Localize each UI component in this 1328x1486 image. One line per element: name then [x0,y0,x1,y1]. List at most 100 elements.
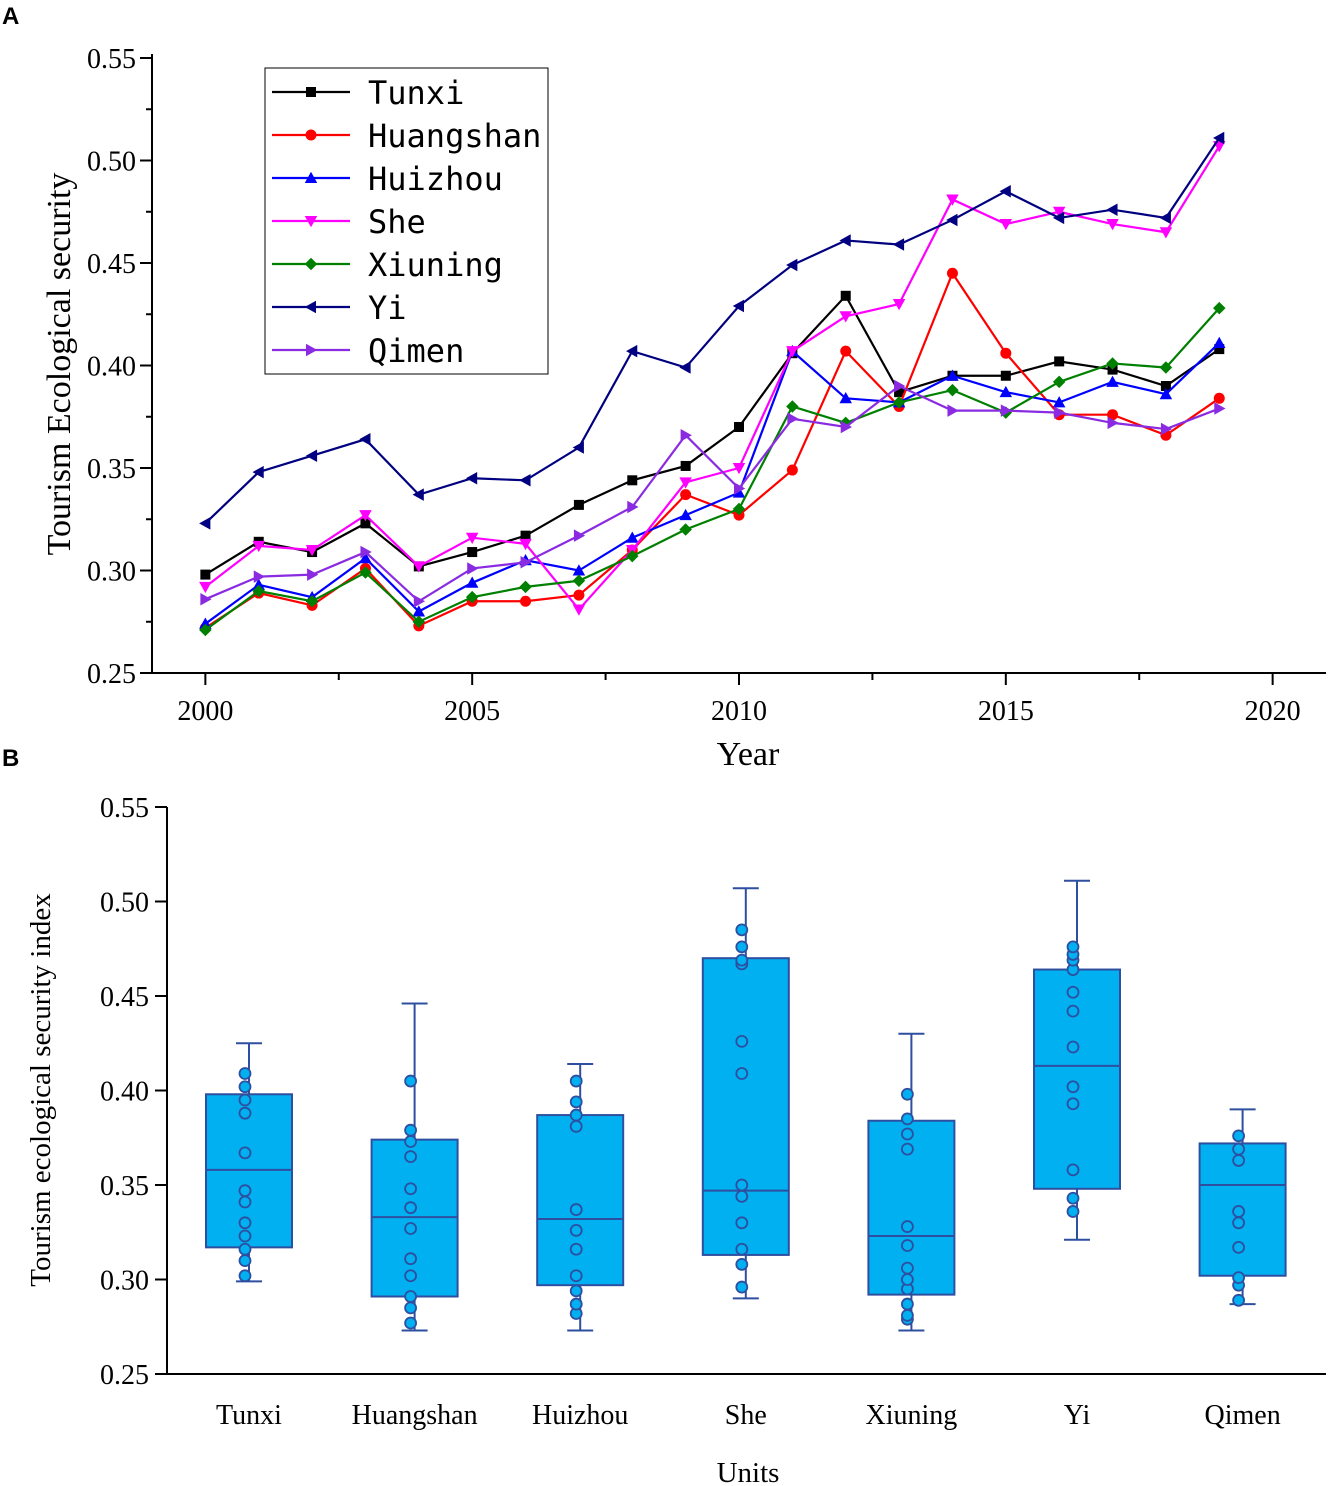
data-point [901,1220,914,1233]
data-point [946,383,959,397]
data-point [786,464,798,476]
data-point [404,1222,418,1235]
data-point [519,538,532,551]
box-tunxi: Tunxi [205,1042,293,1431]
data-point [199,617,212,629]
data-point [894,387,905,398]
x-tick-label: Tunxi [216,1400,282,1431]
data-point [839,392,852,404]
legend-label: Huangshan [368,117,541,155]
data-point [199,623,212,637]
data-point [1232,1216,1245,1230]
data-point [252,465,264,479]
legend-label: Qimen [368,332,464,370]
data-point [569,1223,583,1237]
data-point [238,1216,252,1230]
data-point [732,502,746,516]
data-point [901,1273,914,1286]
data-point [1066,1040,1080,1054]
data-point [238,1254,252,1267]
series-line-yi [204,137,1221,525]
data-point [238,1184,252,1198]
data-point [1052,206,1066,218]
line-chart-axes: 0.25 0.30 0.35 0.40 0.45 0.50 0.55 2000 2005 2010… [87,44,1326,727]
y-tick-label: 0.50 [87,147,136,178]
data-point [1052,396,1066,408]
x-tick-label: Qimen [1204,1400,1280,1431]
data-point [465,472,478,485]
data-point [1214,402,1226,415]
data-point [1052,375,1066,389]
data-point [732,463,746,475]
data-point [305,545,319,557]
data-point [238,1080,252,1094]
data-point [360,518,371,529]
x-tick-label: Xiuning [866,1400,958,1431]
data-point [946,213,958,227]
data-point [307,568,319,581]
data-point [734,482,746,495]
y-tick-label: 0.45 [87,249,136,280]
data-point [467,562,479,575]
data-point [840,290,851,301]
box-plot-boxes: Tunxi Huangshan Huizhou She Xiuning Yi Qimen [205,879,1287,1431]
line-chart-x-axis-title: Year [717,736,780,773]
data-point [626,344,638,358]
legend-entry-qimen: Qimen [272,332,464,370]
data-point [569,1120,583,1133]
legend-marker [306,343,318,357]
data-point [1160,381,1171,391]
data-point [1054,356,1065,367]
data-point [238,1242,252,1256]
data-point [1232,1154,1245,1167]
data-point [892,396,906,409]
series-qimen [200,379,1226,608]
y-tick-label: 0.55 [87,44,136,75]
data-point [1159,361,1173,374]
data-point [238,1093,252,1107]
legend-label: She [368,203,426,241]
data-point [465,576,479,588]
data-point [569,1074,583,1088]
y-tick-label: 0.25 [87,659,136,690]
box-she: She [701,887,790,1431]
data-point [404,1074,418,1088]
data-point [735,1257,749,1271]
data-point [786,346,799,358]
y-tick-label: 0.30 [87,557,136,588]
data-point [572,564,586,576]
data-point [735,953,749,967]
data-point [238,1146,252,1160]
legend-entry-tunxi: Tunxi [272,74,464,112]
data-point [786,258,798,272]
data-point [1000,404,1013,417]
data-point [1066,1080,1080,1094]
legend-marker [304,300,316,314]
data-point [238,1106,252,1120]
data-point [359,566,372,579]
data-point [238,1269,252,1283]
legend-entry-she: She [272,203,426,241]
data-point [1054,406,1066,419]
legend-label: Tunxi [368,74,464,112]
data-point [200,569,211,580]
data-point [404,1252,418,1266]
data-point [735,923,749,937]
data-point [735,1034,749,1048]
data-point [1106,357,1119,370]
data-point [572,574,586,587]
data-point [839,311,852,323]
data-point [999,185,1011,198]
data-point [680,428,692,442]
data-point [840,345,852,357]
data-point [627,475,638,486]
line-chart-y-axis-title: Tourism Ecological security [41,173,78,556]
data-point [252,578,265,590]
series-line-tunxi [204,293,1220,576]
legend-marker [306,87,316,97]
data-point [626,549,639,563]
series-line-huizhou [204,342,1221,625]
data-point [569,1108,583,1122]
legend-entry-xiuning: Xiuning [272,246,503,284]
